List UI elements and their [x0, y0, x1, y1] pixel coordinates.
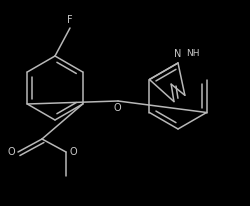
Text: NH: NH — [186, 49, 200, 58]
Text: F: F — [67, 15, 73, 25]
Text: O: O — [69, 147, 76, 157]
Text: O: O — [8, 147, 15, 157]
Text: N: N — [174, 49, 182, 59]
Text: O: O — [113, 103, 121, 113]
